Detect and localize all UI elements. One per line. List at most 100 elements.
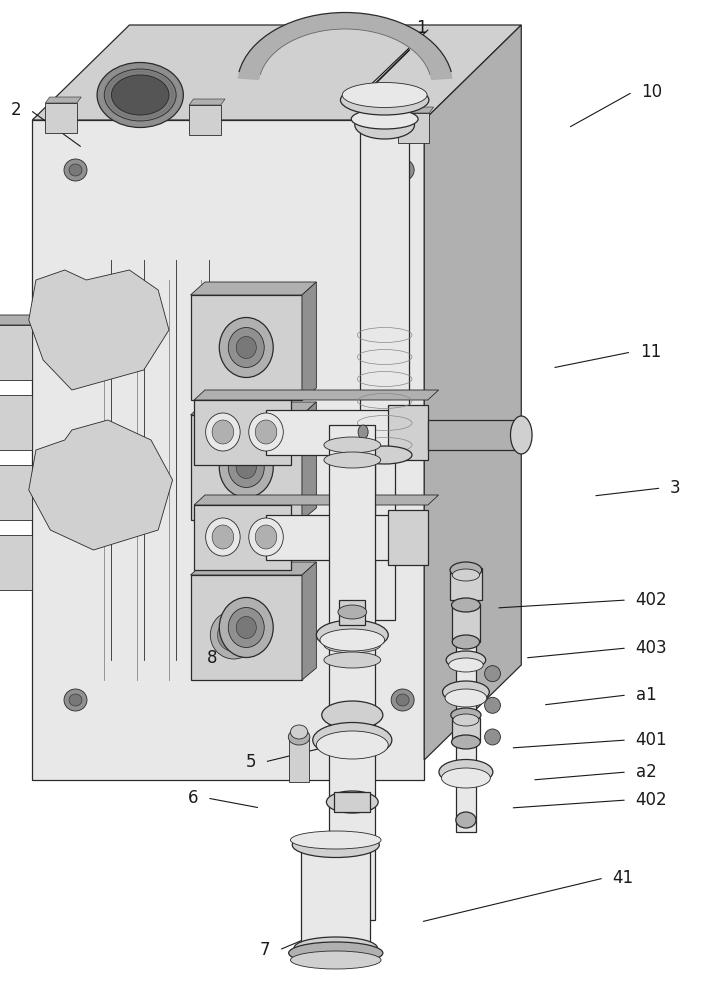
FancyBboxPatch shape bbox=[428, 420, 521, 450]
Ellipse shape bbox=[289, 942, 383, 964]
Polygon shape bbox=[194, 390, 439, 400]
Polygon shape bbox=[0, 535, 32, 590]
Ellipse shape bbox=[324, 452, 381, 468]
FancyBboxPatch shape bbox=[360, 125, 409, 455]
Ellipse shape bbox=[391, 159, 414, 181]
Ellipse shape bbox=[357, 468, 370, 478]
Ellipse shape bbox=[212, 420, 234, 444]
Polygon shape bbox=[302, 402, 316, 520]
Ellipse shape bbox=[229, 328, 265, 367]
Polygon shape bbox=[29, 420, 173, 550]
Text: 403: 403 bbox=[636, 639, 667, 657]
Polygon shape bbox=[45, 97, 81, 103]
FancyBboxPatch shape bbox=[191, 575, 302, 680]
Ellipse shape bbox=[229, 448, 265, 488]
Polygon shape bbox=[302, 282, 316, 400]
Ellipse shape bbox=[485, 697, 500, 713]
Ellipse shape bbox=[485, 666, 500, 682]
Ellipse shape bbox=[453, 714, 479, 726]
FancyBboxPatch shape bbox=[266, 410, 403, 455]
Ellipse shape bbox=[219, 318, 273, 377]
Ellipse shape bbox=[313, 722, 392, 758]
Ellipse shape bbox=[290, 725, 308, 739]
Text: 7: 7 bbox=[260, 941, 270, 959]
Ellipse shape bbox=[324, 637, 381, 653]
Polygon shape bbox=[0, 465, 32, 520]
Ellipse shape bbox=[69, 164, 82, 176]
Text: 2: 2 bbox=[11, 101, 22, 119]
Ellipse shape bbox=[439, 760, 493, 784]
Ellipse shape bbox=[324, 652, 381, 668]
Ellipse shape bbox=[219, 597, 273, 658]
Ellipse shape bbox=[442, 681, 489, 703]
Text: a2: a2 bbox=[636, 763, 656, 781]
Polygon shape bbox=[0, 395, 32, 450]
Ellipse shape bbox=[326, 791, 378, 813]
FancyBboxPatch shape bbox=[339, 600, 365, 625]
Text: a1: a1 bbox=[636, 686, 656, 704]
Polygon shape bbox=[191, 282, 316, 295]
Ellipse shape bbox=[316, 620, 388, 650]
Text: 5: 5 bbox=[245, 753, 256, 771]
Ellipse shape bbox=[111, 75, 169, 115]
Ellipse shape bbox=[255, 420, 277, 444]
Ellipse shape bbox=[358, 425, 368, 439]
Ellipse shape bbox=[451, 708, 481, 722]
Ellipse shape bbox=[324, 437, 381, 453]
Polygon shape bbox=[191, 402, 316, 415]
Ellipse shape bbox=[210, 611, 257, 659]
Ellipse shape bbox=[255, 525, 277, 549]
FancyBboxPatch shape bbox=[452, 604, 480, 642]
Polygon shape bbox=[398, 107, 434, 113]
Text: 6: 6 bbox=[188, 789, 198, 807]
Ellipse shape bbox=[64, 689, 87, 711]
FancyBboxPatch shape bbox=[456, 585, 476, 832]
Ellipse shape bbox=[446, 651, 486, 669]
Polygon shape bbox=[0, 325, 32, 380]
Ellipse shape bbox=[355, 111, 414, 139]
Ellipse shape bbox=[236, 336, 257, 359]
Text: 402: 402 bbox=[636, 591, 667, 609]
Ellipse shape bbox=[217, 618, 250, 652]
FancyBboxPatch shape bbox=[191, 295, 302, 400]
Ellipse shape bbox=[449, 658, 483, 672]
Ellipse shape bbox=[206, 413, 240, 451]
Polygon shape bbox=[32, 25, 521, 120]
Ellipse shape bbox=[324, 622, 381, 638]
Ellipse shape bbox=[212, 525, 234, 549]
Ellipse shape bbox=[104, 69, 176, 121]
FancyBboxPatch shape bbox=[289, 737, 309, 782]
Ellipse shape bbox=[64, 159, 87, 181]
Ellipse shape bbox=[352, 109, 418, 129]
Ellipse shape bbox=[320, 629, 385, 651]
FancyBboxPatch shape bbox=[388, 510, 428, 565]
Ellipse shape bbox=[450, 562, 482, 578]
Polygon shape bbox=[238, 13, 452, 80]
Ellipse shape bbox=[396, 694, 409, 706]
Polygon shape bbox=[189, 99, 225, 105]
Polygon shape bbox=[194, 495, 439, 505]
FancyBboxPatch shape bbox=[398, 113, 429, 143]
Ellipse shape bbox=[249, 518, 283, 556]
FancyBboxPatch shape bbox=[194, 400, 291, 465]
Ellipse shape bbox=[292, 832, 380, 857]
Ellipse shape bbox=[452, 598, 480, 612]
Ellipse shape bbox=[452, 635, 480, 649]
Ellipse shape bbox=[452, 569, 480, 581]
Text: 41: 41 bbox=[613, 869, 633, 887]
Ellipse shape bbox=[219, 438, 273, 497]
Text: 11: 11 bbox=[640, 343, 661, 361]
FancyBboxPatch shape bbox=[194, 505, 291, 570]
Ellipse shape bbox=[485, 729, 500, 745]
Polygon shape bbox=[29, 270, 169, 390]
Ellipse shape bbox=[452, 735, 480, 749]
Ellipse shape bbox=[456, 812, 476, 828]
Ellipse shape bbox=[441, 768, 490, 788]
Ellipse shape bbox=[288, 729, 310, 745]
Ellipse shape bbox=[290, 831, 381, 849]
FancyBboxPatch shape bbox=[45, 103, 77, 133]
Ellipse shape bbox=[357, 446, 412, 464]
Ellipse shape bbox=[206, 518, 240, 556]
Ellipse shape bbox=[341, 85, 429, 115]
Text: 402: 402 bbox=[636, 791, 667, 809]
